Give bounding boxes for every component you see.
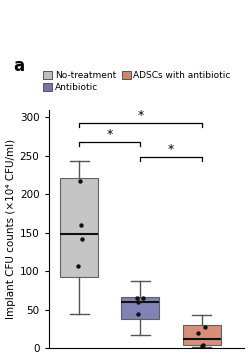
Text: *: * [106, 128, 113, 141]
PathPatch shape [60, 177, 98, 277]
Y-axis label: Implant CFU counts (×10⁴ CFU/ml): Implant CFU counts (×10⁴ CFU/ml) [6, 139, 16, 319]
Text: a: a [13, 57, 24, 75]
Text: *: * [137, 109, 143, 122]
Legend: No-treatment, Antibiotic, ADSCs with antibiotic: No-treatment, Antibiotic, ADSCs with ant… [43, 71, 231, 92]
PathPatch shape [121, 297, 159, 319]
Text: *: * [168, 143, 174, 156]
PathPatch shape [182, 325, 220, 345]
